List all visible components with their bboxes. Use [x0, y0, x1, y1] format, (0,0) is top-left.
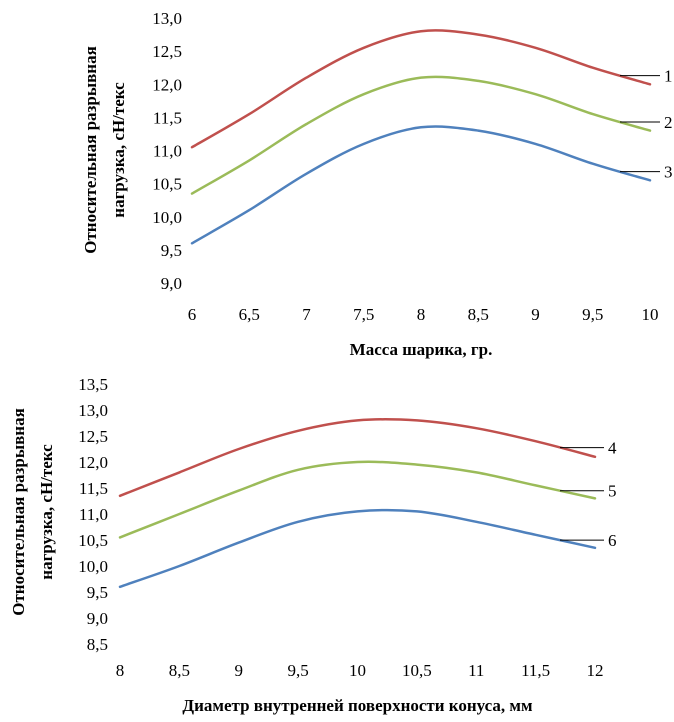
x-tick-label: 9,5 — [582, 305, 603, 324]
y-tick-label: 10,0 — [78, 557, 108, 576]
y-axis-title-line: нагрузка, сН/текс — [37, 444, 56, 580]
x-tick-label: 12 — [587, 661, 604, 680]
x-tick-label: 10 — [642, 305, 659, 324]
series-line-2 — [190, 75, 652, 195]
series-line-5 — [118, 460, 597, 539]
y-tick-label: 12,5 — [78, 427, 108, 446]
y-tick-label: 11,0 — [153, 142, 182, 161]
series-label-3: 3 — [664, 163, 673, 182]
x-tick-label: 10,5 — [402, 661, 432, 680]
x-tick-label: 8,5 — [468, 305, 489, 324]
series-label-6: 6 — [608, 531, 617, 550]
y-tick-label: 9,0 — [161, 274, 182, 293]
x-tick-label: 8,5 — [169, 661, 190, 680]
series-line-6 — [118, 508, 597, 589]
x-tick-label: 7,5 — [353, 305, 374, 324]
series-label-4: 4 — [608, 439, 617, 458]
y-tick-label: 9,5 — [87, 583, 108, 602]
y-tick-label: 10,5 — [78, 531, 108, 550]
y-tick-label: 11,5 — [153, 108, 182, 127]
y-tick-label: 13,0 — [78, 401, 108, 420]
y-axis-title-line: Относительная разрывная — [9, 408, 28, 616]
x-tick-label: 9,5 — [288, 661, 309, 680]
y-tick-label: 13,5 — [78, 375, 108, 394]
y-tick-label: 8,5 — [87, 635, 108, 654]
series-line-4 — [118, 418, 597, 498]
x-tick-label: 11 — [468, 661, 484, 680]
chart-ball-mass: 9,0 9,5 10,0 10,5 11,0 11,5 12,0 12,5 13,0 6 6,5 7 7… — [81, 9, 673, 359]
y-tick-label: 12,5 — [152, 42, 182, 61]
y-tick-label: 9,0 — [87, 609, 108, 628]
x-tick-label: 6,5 — [239, 305, 260, 324]
chart-cone-diameter: 8,5 9,0 9,5 10,0 10,5 11,0 11,5 12,0 12,5 13,0 13,… — [9, 375, 617, 715]
y-axis-title-line: нагрузка, сН/текс — [109, 82, 128, 218]
x-axis-title: Диаметр внутренней поверхности конуса, м… — [182, 696, 533, 715]
x-tick-label: 8 — [417, 305, 426, 324]
x-tick-label: 7 — [302, 305, 311, 324]
y-axis-title-line: Относительная разрывная — [81, 46, 100, 254]
y-tick-label: 11,0 — [79, 505, 108, 524]
x-tick-label: 6 — [188, 305, 197, 324]
y-tick-label: 11,5 — [79, 479, 108, 498]
y-tick-label: 9,5 — [161, 241, 182, 260]
y-tick-label: 10,5 — [152, 175, 182, 194]
series-label-1: 1 — [664, 67, 673, 86]
y-tick-label: 13,0 — [152, 9, 182, 28]
series-line-3 — [190, 125, 652, 245]
x-tick-label: 10 — [349, 661, 366, 680]
x-tick-label: 8 — [116, 661, 125, 680]
x-tick-label: 11,5 — [521, 661, 550, 680]
y-tick-label: 12,0 — [152, 75, 182, 94]
y-tick-label: 12,0 — [78, 453, 108, 472]
y-tick-label: 10,0 — [152, 208, 182, 227]
series-label-5: 5 — [608, 482, 617, 501]
x-axis-title: Масса шарика, гр. — [350, 340, 493, 359]
series-line-1 — [190, 29, 652, 149]
series-label-2: 2 — [664, 113, 673, 132]
x-tick-label: 9 — [531, 305, 540, 324]
x-tick-label: 9 — [235, 661, 244, 680]
